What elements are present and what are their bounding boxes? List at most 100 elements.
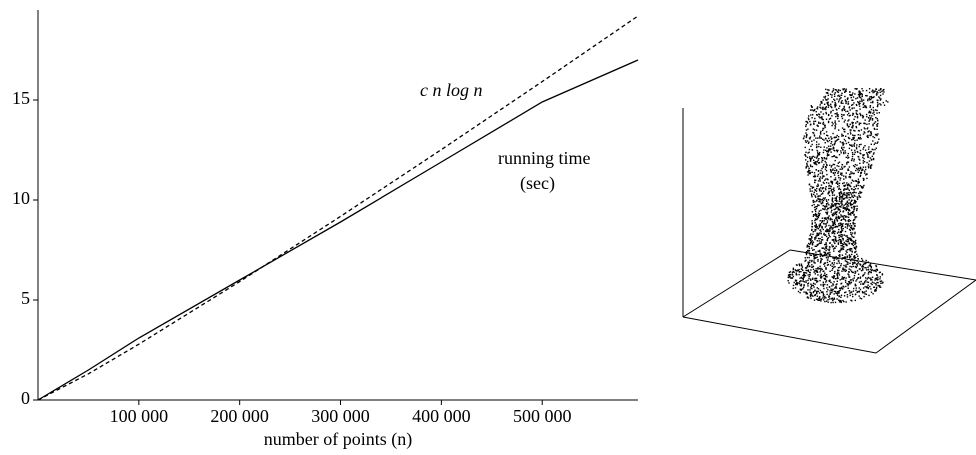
cloud-point — [821, 226, 822, 227]
cloud-point — [858, 130, 859, 131]
cloud-point — [857, 270, 858, 271]
cloud-point — [826, 209, 827, 210]
cloud-point — [841, 295, 842, 296]
cloud-point — [825, 96, 826, 97]
cloud-point — [859, 95, 860, 96]
cloud-point — [871, 97, 872, 98]
cloud-point — [858, 156, 859, 157]
cloud-point — [810, 114, 811, 115]
cloud-point — [841, 109, 842, 110]
cloud-point — [859, 146, 860, 147]
cloud-point — [825, 253, 826, 254]
cloud-point — [843, 278, 844, 279]
cloud-point — [863, 155, 864, 156]
cloud-point — [850, 227, 851, 228]
cloud-point — [801, 278, 802, 279]
cloud-point — [840, 232, 841, 233]
cloud-point — [818, 235, 819, 236]
cloud-point — [814, 278, 815, 279]
cloud-point — [823, 205, 824, 206]
cloud-point — [824, 104, 825, 105]
cloud-point — [851, 146, 852, 147]
cloud-point — [831, 210, 832, 211]
cloud-point — [837, 270, 838, 271]
cloud-point — [815, 121, 816, 122]
cloud-point — [827, 98, 828, 99]
cloud-point — [813, 110, 814, 111]
cloud-point — [816, 188, 817, 189]
cloud-point — [815, 161, 816, 162]
cloud-point — [842, 103, 843, 104]
cloud-point — [813, 283, 814, 284]
cloud-point — [838, 225, 839, 226]
cloud-point — [817, 108, 818, 109]
cloud-point — [822, 297, 823, 298]
cloud-point — [809, 276, 810, 277]
cloud-point — [815, 237, 816, 238]
cloud-point — [805, 280, 806, 281]
cloud-point — [859, 163, 860, 164]
cloud-point — [835, 120, 836, 121]
cloud-point — [852, 152, 853, 153]
cloud-point — [872, 293, 873, 294]
cloud-point — [844, 207, 845, 208]
cloud-point — [838, 209, 839, 210]
cloud-point — [834, 174, 835, 175]
cloud-point — [841, 258, 842, 259]
cloud-point — [837, 276, 838, 277]
cloud-point — [861, 258, 862, 259]
cloud-point — [873, 282, 874, 283]
cloud-point — [813, 128, 814, 129]
cloud-point — [874, 149, 875, 150]
cloud-point — [851, 258, 852, 259]
cloud-point — [836, 246, 837, 247]
x-tick-label: 400 000 — [412, 406, 471, 426]
box-edge — [683, 250, 790, 317]
cloud-point — [834, 220, 835, 221]
cloud-point — [845, 240, 846, 241]
cloud-point — [835, 302, 836, 303]
cloud-point — [814, 192, 815, 193]
cloud-point — [847, 114, 848, 115]
cloud-point — [855, 266, 856, 267]
cloud-point — [822, 269, 823, 270]
cloud-point — [828, 95, 829, 96]
cloud-point — [854, 225, 855, 226]
cloud-point — [851, 188, 852, 189]
cloud-point — [816, 114, 817, 115]
cloud-point — [863, 296, 864, 297]
cloud-point — [838, 270, 839, 271]
cloud-point — [863, 102, 864, 103]
y-tick-label: 10 — [12, 188, 30, 208]
cloud-point — [850, 197, 851, 198]
cloud-point — [854, 256, 855, 257]
cloud-point — [814, 163, 815, 164]
cloud-point — [880, 281, 881, 282]
cloud-point — [810, 239, 811, 240]
cloud-point — [851, 282, 852, 283]
cloud-point — [842, 164, 843, 165]
cloud-point — [828, 149, 829, 150]
cloud-point — [813, 139, 814, 140]
cloud-point — [876, 94, 877, 95]
cloud-point — [856, 140, 857, 141]
cloud-point — [823, 286, 824, 287]
cloud-point — [830, 188, 831, 189]
cloud-point — [812, 114, 813, 115]
cloud-point — [859, 170, 860, 171]
cloud-point — [839, 292, 840, 293]
cloud-point — [863, 160, 864, 161]
cloud-point — [807, 245, 808, 246]
cloud-point — [829, 294, 830, 295]
cloud-point — [843, 147, 844, 148]
cloud-point — [865, 169, 866, 170]
cloud-point — [836, 258, 837, 259]
cloud-point — [829, 165, 830, 166]
cloud-point — [824, 209, 825, 210]
cloud-point — [841, 134, 842, 135]
cloud-point — [818, 201, 819, 202]
cloud-point — [824, 125, 825, 126]
cloud-point — [854, 247, 855, 248]
cloud-point — [839, 162, 840, 163]
cloud-point — [881, 280, 882, 281]
